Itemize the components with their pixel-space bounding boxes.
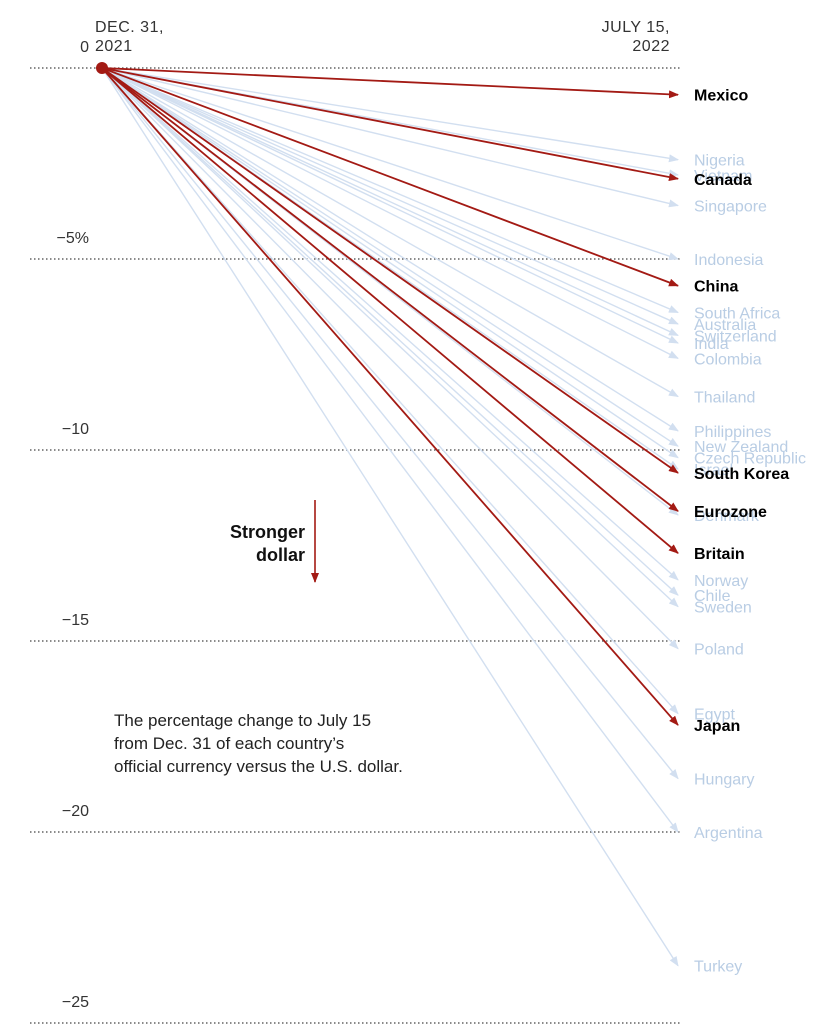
- annotation-text: Stronger: [230, 522, 305, 542]
- series-line-hungary: [101, 67, 679, 780]
- series-label-japan: Japan: [694, 718, 740, 735]
- series-label-south-korea: South Korea: [694, 466, 789, 483]
- series-line-sweden: [101, 67, 679, 608]
- series-line-mexico: [101, 67, 679, 99]
- series-line-thailand: [101, 67, 679, 398]
- stronger-dollar-annotation: Stronger dollar: [230, 500, 319, 583]
- series-line-south-africa: [101, 67, 679, 314]
- y-tick-label: −15: [62, 612, 89, 629]
- series-line-chile: [101, 67, 679, 596]
- end-date-label: JULY 15,: [602, 19, 670, 36]
- series-line-india: [101, 67, 679, 344]
- series-label-thailand: Thailand: [694, 390, 755, 407]
- y-tick-label: −10: [62, 421, 89, 438]
- highlighted-series-labels: Mexico Canada China South Korea Eurozone Brit…: [694, 88, 789, 735]
- series-line-norway: [101, 67, 679, 581]
- origin-point: [96, 62, 108, 74]
- y-tick-label: 0: [80, 39, 89, 56]
- series-label-chile: Chile: [694, 588, 731, 605]
- note-line: The percentage change to July 15: [114, 711, 371, 730]
- note-line: official currency versus the U.S. dollar…: [114, 757, 403, 776]
- series-label-switzerland: Switzerland: [694, 328, 777, 345]
- highlighted-series: [96, 62, 679, 726]
- series-line-switzerland: [101, 67, 679, 337]
- series-label-egypt: Egypt: [694, 707, 735, 724]
- series-label-norway: Norway: [694, 573, 748, 590]
- series-line-colombia: [101, 67, 679, 359]
- series-label-britain: Britain: [694, 546, 745, 563]
- series-line-japan: [101, 67, 679, 726]
- y-axis-tick-labels: 0 −5% −10 −15 −20 −25: [57, 39, 90, 1011]
- series-line-south-korea: [101, 67, 679, 474]
- series-line-nigeria: [101, 67, 679, 163]
- series-label-israel: Israel: [694, 462, 733, 479]
- gridlines: [30, 67, 680, 1024]
- series-label-vietnam: Vietnam: [694, 168, 752, 185]
- column-headers: DEC. 31, 2021 JULY 15, 2022: [95, 19, 670, 55]
- end-date-label: 2022: [632, 38, 670, 55]
- start-date-label: DEC. 31,: [95, 19, 164, 36]
- series-label-argentina: Argentina: [694, 825, 763, 842]
- series-line-argentina: [101, 67, 679, 833]
- series-label-new-zealand: New Zealand: [694, 439, 788, 456]
- series-label-poland: Poland: [694, 642, 744, 659]
- series-label-czech-republic: Czech Republic: [694, 451, 806, 468]
- series-label-philippines: Philippines: [694, 424, 771, 441]
- series-line-china: [101, 67, 679, 287]
- series-label-mexico: Mexico: [694, 88, 748, 105]
- series-label-nigeria: Nigeria: [694, 153, 745, 170]
- series-line-czech-republic: [101, 67, 679, 459]
- series-line-egypt: [101, 67, 679, 715]
- start-date-label: 2021: [95, 38, 133, 55]
- series-label-eurozone: Eurozone: [694, 504, 767, 521]
- series-line-new-zealand: [101, 67, 679, 447]
- muted-series: [101, 67, 679, 967]
- series-label-indonesia: Indonesia: [694, 252, 763, 269]
- series-label-australia: Australia: [694, 317, 756, 334]
- series-line-canada: [101, 67, 679, 182]
- series-line-britain: [101, 67, 679, 554]
- series-label-singapore: Singapore: [694, 199, 767, 216]
- series-line-indonesia: [101, 67, 679, 260]
- y-tick-label: −25: [62, 994, 89, 1011]
- series-label-hungary: Hungary: [694, 772, 754, 789]
- y-tick-label: −20: [62, 803, 89, 820]
- series-line-singapore: [101, 67, 679, 208]
- series-line-eurozone: [101, 67, 679, 512]
- series-label-canada: Canada: [694, 172, 752, 189]
- series-line-turkey: [101, 67, 679, 967]
- series-label-colombia: Colombia: [694, 351, 762, 368]
- series-label-india: India: [694, 336, 729, 353]
- series-line-australia: [101, 67, 679, 325]
- series-label-denmark: Denmark: [694, 508, 760, 525]
- note-line: from Dec. 31 of each country’s: [114, 734, 344, 753]
- series-line-philippines: [101, 67, 679, 432]
- series-line-poland: [101, 67, 679, 650]
- series-label-sweden: Sweden: [694, 600, 752, 617]
- series-label-turkey: Turkey: [694, 959, 742, 976]
- chart-note: The percentage change to July 15 from Dec…: [114, 711, 403, 776]
- series-label-china: China: [694, 279, 739, 296]
- series-label-south-africa: South Africa: [694, 305, 780, 322]
- y-tick-label: −5%: [57, 230, 89, 247]
- annotation-text: dollar: [256, 545, 305, 565]
